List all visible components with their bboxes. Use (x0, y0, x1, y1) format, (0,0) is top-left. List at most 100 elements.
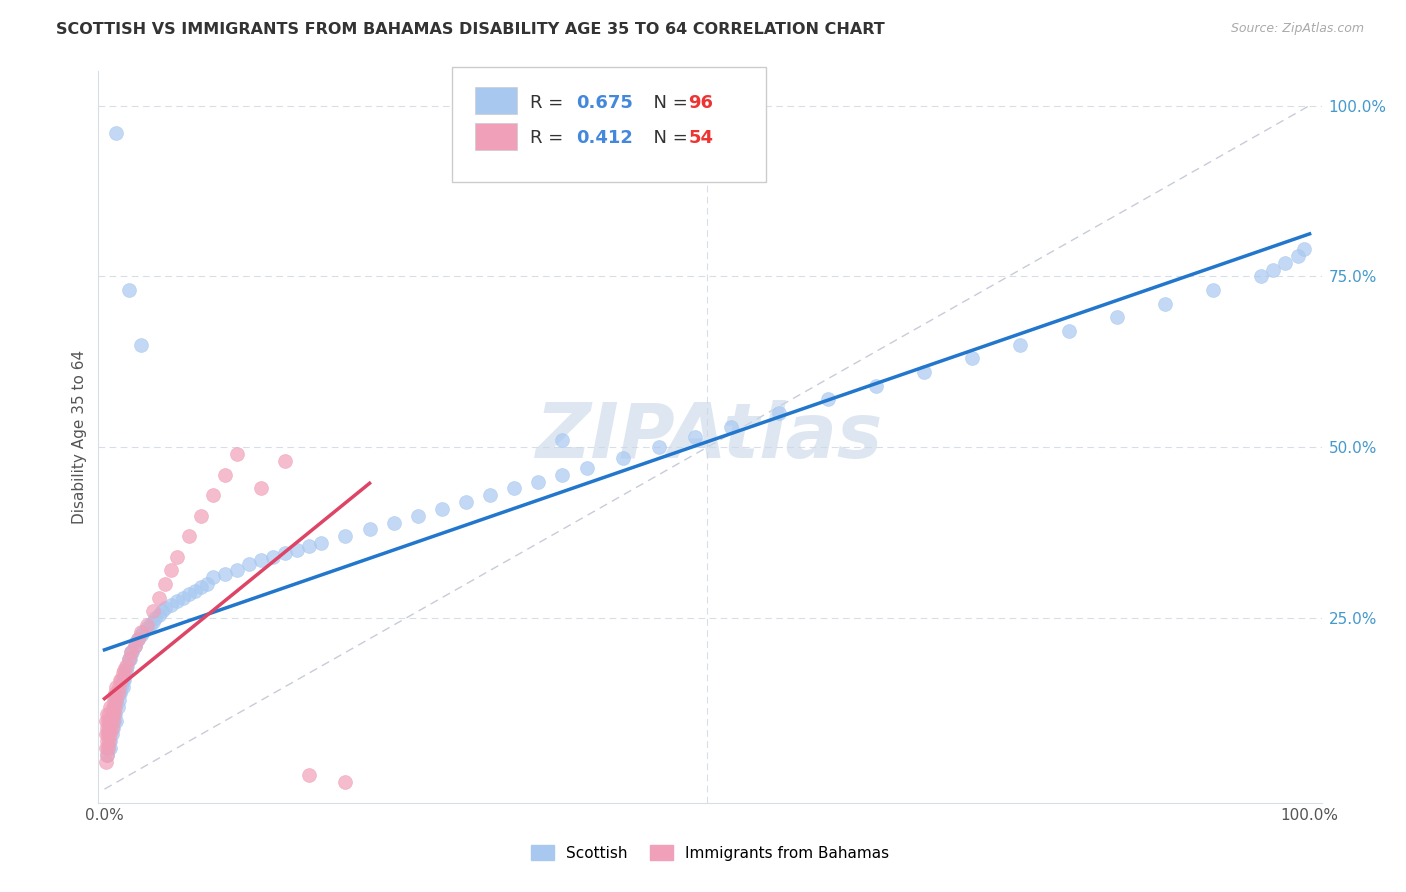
Point (117, 652, 139, 666)
Point (96, 747, 118, 762)
Point (101, 721, 124, 735)
Point (159, 598, 181, 612)
Point (97, 727, 120, 741)
Point (107, 700, 129, 714)
Point (96, 747, 118, 762)
Point (142, 604, 165, 618)
Point (335, 529, 357, 543)
Point (105, 693, 128, 707)
Point (201, 488, 224, 502)
Point (96, 734, 118, 748)
Text: Source: ZipAtlas.com: Source: ZipAtlas.com (1230, 22, 1364, 36)
Point (97, 741, 120, 756)
Point (129, 338, 152, 352)
Point (190, 581, 212, 595)
Point (177, 587, 200, 601)
Point (96, 721, 118, 735)
Point (166, 594, 188, 608)
Point (100, 714, 122, 728)
Point (115, 659, 138, 673)
Point (127, 632, 149, 646)
Point (118, 652, 141, 666)
Point (100, 734, 122, 748)
Point (262, 549, 284, 564)
Text: 96: 96 (689, 94, 713, 112)
Point (96, 706, 118, 721)
Point (124, 639, 146, 653)
Point (105, 126, 128, 140)
Point (274, 546, 297, 560)
Point (94, 727, 117, 741)
Point (153, 601, 176, 615)
Point (1010, 338, 1032, 352)
Point (97, 741, 120, 756)
Point (101, 700, 124, 714)
Point (112, 673, 135, 687)
Point (108, 680, 131, 694)
Point (912, 365, 935, 379)
Point (100, 721, 122, 735)
Point (105, 693, 128, 707)
Point (298, 768, 321, 782)
Point (100, 706, 122, 721)
Point (1154, 297, 1177, 311)
Point (127, 632, 149, 646)
Point (139, 618, 162, 632)
Point (1057, 324, 1080, 338)
Point (238, 557, 260, 571)
Point (454, 495, 477, 509)
Point (406, 508, 429, 523)
Point (100, 741, 122, 756)
Text: 54: 54 (689, 129, 713, 147)
Point (1292, 242, 1315, 256)
Point (153, 577, 176, 591)
Point (648, 440, 671, 454)
Point (94, 755, 117, 769)
Point (94, 714, 117, 728)
Point (100, 727, 122, 741)
Point (551, 467, 574, 482)
Point (1286, 249, 1309, 263)
Point (117, 283, 139, 297)
Point (105, 680, 128, 694)
Point (527, 475, 550, 489)
Point (112, 663, 135, 677)
Point (117, 652, 139, 666)
Point (120, 645, 142, 659)
Point (104, 706, 127, 721)
Point (359, 522, 381, 536)
Point (190, 508, 212, 523)
Point (551, 434, 574, 448)
Point (817, 392, 839, 407)
Point (103, 693, 125, 707)
Point (1263, 262, 1285, 277)
Point (114, 665, 136, 680)
Point (97, 714, 120, 728)
Point (150, 604, 173, 618)
Point (111, 665, 134, 680)
Text: R =: R = (530, 94, 568, 112)
Point (104, 693, 127, 707)
Point (125, 635, 148, 649)
Text: 0.412: 0.412 (576, 129, 633, 147)
Point (285, 542, 308, 557)
Point (132, 624, 155, 639)
Point (120, 645, 142, 659)
Point (108, 673, 131, 687)
Text: 0.675: 0.675 (576, 94, 633, 112)
Y-axis label: Disability Age 35 to 64: Disability Age 35 to 64 (72, 350, 87, 524)
Point (100, 714, 122, 728)
Point (97, 727, 120, 741)
Point (129, 624, 152, 639)
Point (98, 721, 121, 735)
Point (148, 607, 170, 622)
Point (184, 583, 207, 598)
Point (108, 686, 131, 700)
Point (100, 721, 122, 735)
Text: R =: R = (530, 129, 568, 147)
Text: ZIPAtlas: ZIPAtlas (536, 401, 884, 474)
Text: N =: N = (643, 94, 693, 112)
Point (124, 639, 146, 653)
Text: N =: N = (643, 129, 693, 147)
Point (103, 706, 125, 721)
